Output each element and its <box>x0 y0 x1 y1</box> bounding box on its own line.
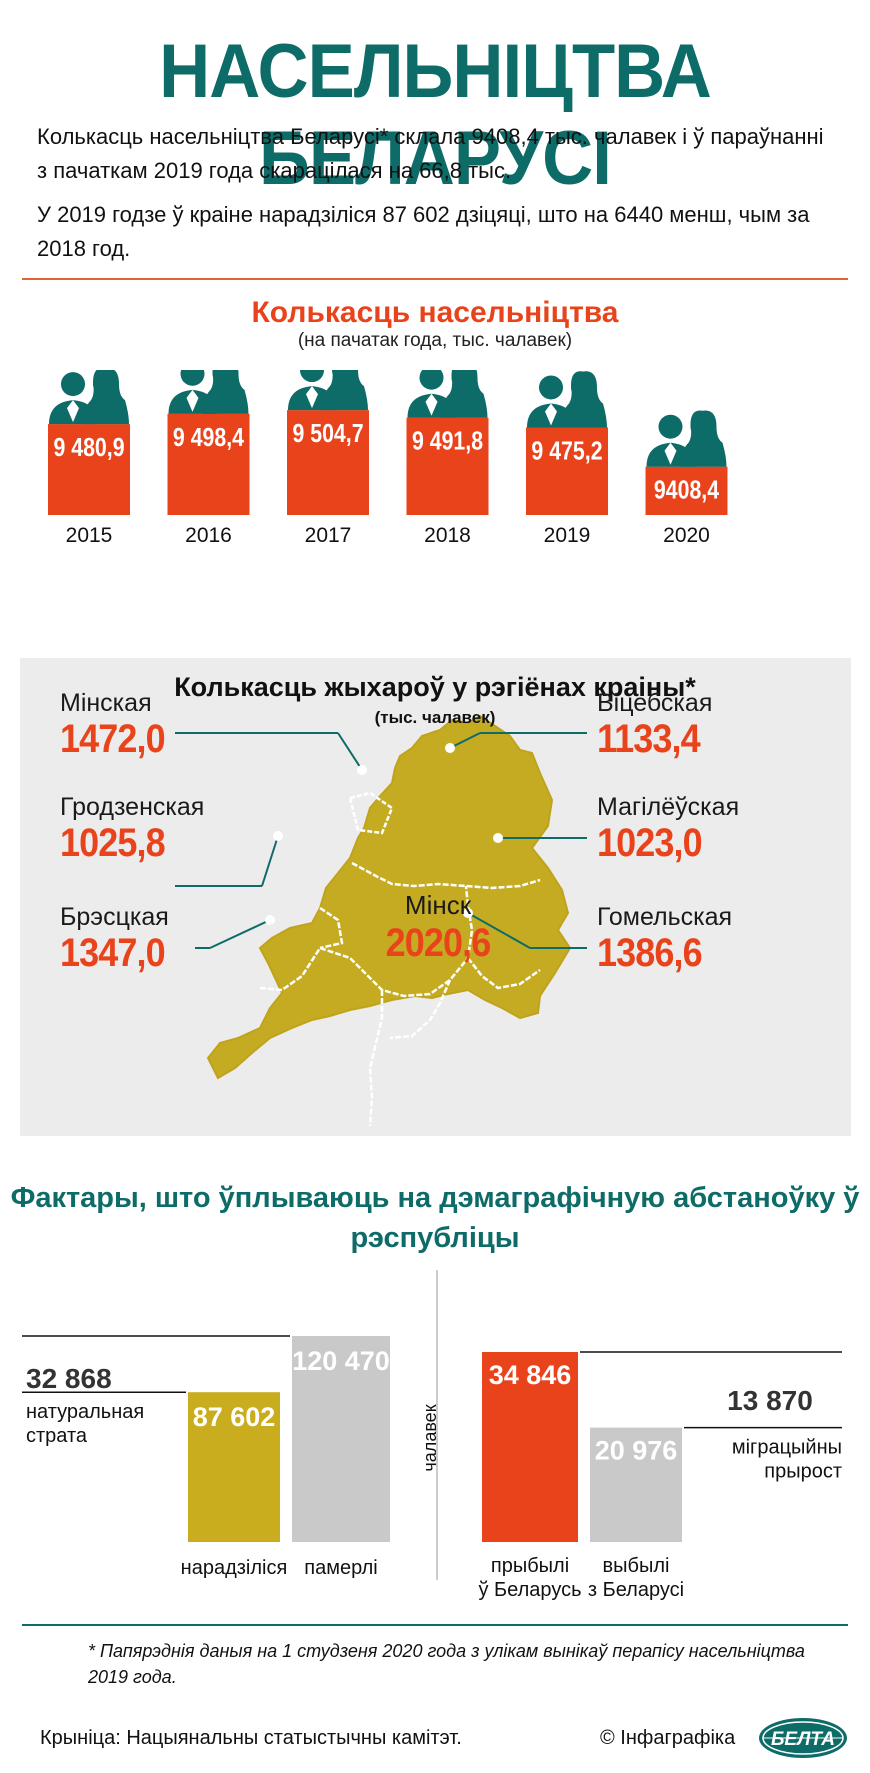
population-bar <box>287 410 369 515</box>
departures-label: з Беларусі <box>588 1579 684 1601</box>
bar-value-label: 9408,4 <box>654 476 720 506</box>
region-gomel: Гомельская 1386,6 <box>597 902 732 974</box>
region-vitebsk: Віцебская 1133,4 <box>597 688 712 760</box>
credit: © Інфаграфіка <box>600 1727 736 1749</box>
population-bar <box>645 466 728 515</box>
belarus-map <box>175 714 587 1127</box>
population-bar <box>526 427 608 515</box>
migration-growth-value: 13 870 <box>727 1385 813 1416</box>
region-name: Мінск <box>404 890 472 920</box>
region-border <box>259 947 322 992</box>
region-border <box>467 957 541 990</box>
births-label: нарадзіліся <box>181 1557 288 1579</box>
divider <box>22 278 848 280</box>
bar-value-label: 9 491,8 <box>412 427 483 457</box>
region-value: 1023,0 <box>597 821 703 865</box>
y-axis-label: чалавек <box>420 1404 440 1471</box>
natural-loss-value: 32 868 <box>26 1363 112 1394</box>
belarus-map-shape <box>206 714 572 1127</box>
intro-paragraph-2: У 2019 годзе ў краіне нарадзіліся 87 602… <box>37 202 810 261</box>
category-label: 2018 <box>424 524 471 547</box>
region-name: Віцебская <box>597 689 713 717</box>
departures-label: выбылі <box>603 1555 670 1577</box>
population-bar <box>406 417 489 515</box>
arrivals-bar <box>482 1352 578 1542</box>
category-label: 2020 <box>663 524 710 547</box>
category-label: 2017 <box>305 524 352 547</box>
region-border <box>351 861 541 890</box>
logo-text: БЕЛТА <box>771 1729 835 1750</box>
region-value: 2020,6 <box>385 921 492 965</box>
category-label: 2019 <box>544 524 591 547</box>
divider <box>22 1624 848 1626</box>
population-bar <box>167 413 250 515</box>
factors-title: Фактары, што ўплываюць на дэмаграфічную … <box>10 1182 860 1254</box>
departures-value: 20 976 <box>595 1436 678 1466</box>
arrivals-label: ў Беларусь <box>478 1579 581 1601</box>
region-minsk-city: Мінск 2020,6 <box>378 890 498 966</box>
deaths-bar <box>292 1336 390 1542</box>
natural-loss-label: страта <box>26 1425 88 1447</box>
births-value: 87 602 <box>193 1402 276 1432</box>
region-name: Гомельская <box>597 903 733 931</box>
region-mogilev: Магілёўская 1023,0 <box>597 792 739 864</box>
source: Крыніца: Нацыянальны статыстычны камітэт… <box>40 1727 462 1749</box>
region-value: 1025,8 <box>60 821 166 865</box>
departures-bar <box>590 1427 682 1542</box>
region-border <box>319 885 474 998</box>
births-bar <box>188 1392 280 1542</box>
region-value: 1347,0 <box>60 931 166 975</box>
intro-paragraph-1: Колькасць насельніцтва Беларусі* склала … <box>37 124 824 183</box>
regions-title: Колькасць жыхароў у рэгіёнах краіны* <box>174 672 696 702</box>
bar-value-label: 9 480,9 <box>53 433 124 463</box>
bar-value-label: 9 498,4 <box>173 423 245 453</box>
migration-growth-label: міграцыйны <box>732 1437 842 1459</box>
region-name: Магілёўская <box>597 793 740 821</box>
region-value: 1133,4 <box>597 717 701 761</box>
category-label: 2016 <box>185 524 232 547</box>
population-chart-title: Колькасць насельніцтва <box>251 296 619 329</box>
leader-lines <box>175 732 587 949</box>
deaths-label: памерлі <box>304 1557 377 1579</box>
regions-subtitle: (тыс. чалавек) <box>374 708 496 727</box>
map-outline <box>206 714 572 1080</box>
people-couple-icon <box>646 410 727 467</box>
population-bar <box>48 424 130 515</box>
region-hrodna: Гродзенская 1025,8 <box>60 792 204 864</box>
region-name: Гродзенская <box>60 793 205 821</box>
people-couple-icon <box>527 371 607 428</box>
region-border <box>319 906 344 950</box>
bar-value-label: 9 504,7 <box>292 419 363 449</box>
category-label: 2015 <box>66 524 113 547</box>
people-couple-icon <box>407 370 488 418</box>
population-bar-chart: 9 480,9 2015 9 498,4 2016 9 504,7 2017 9 491,8… <box>48 370 728 547</box>
page-title: НАСЕЛЬНІЦТВА БЕЛАРУСІ <box>159 29 712 201</box>
region-border <box>389 979 452 1040</box>
footnote: * Папярэднія даныя на 1 студзеня 2020 го… <box>88 1641 805 1687</box>
people-couple-icon <box>49 370 129 425</box>
region-name: Мінская <box>60 689 152 717</box>
region-value: 1386,6 <box>597 931 703 975</box>
people-couple-icon <box>288 370 368 411</box>
people-couple-icon <box>168 370 249 414</box>
migration-growth-label: прырост <box>764 1461 842 1483</box>
belta-logo: БЕЛТА <box>759 1718 847 1758</box>
region-minsk-oblast: Мінская 1472,0 <box>60 688 176 760</box>
region-value: 1472,0 <box>60 717 166 761</box>
population-chart-subtitle: (на пачатак года, тыс. чалавек) <box>297 330 573 351</box>
natural-loss-label: натуральная <box>26 1401 144 1423</box>
arrivals-label: прыбылі <box>491 1555 569 1577</box>
region-name: Брэсцкая <box>60 903 169 931</box>
bar-value-label: 9 475,2 <box>531 436 602 466</box>
deaths-value: 120 470 <box>292 1346 390 1376</box>
minsk-city-border <box>348 791 394 835</box>
region-border <box>368 990 384 1127</box>
arrivals-value: 34 846 <box>489 1360 572 1390</box>
region-brest: Брэсцкая 1347,0 <box>60 902 176 974</box>
